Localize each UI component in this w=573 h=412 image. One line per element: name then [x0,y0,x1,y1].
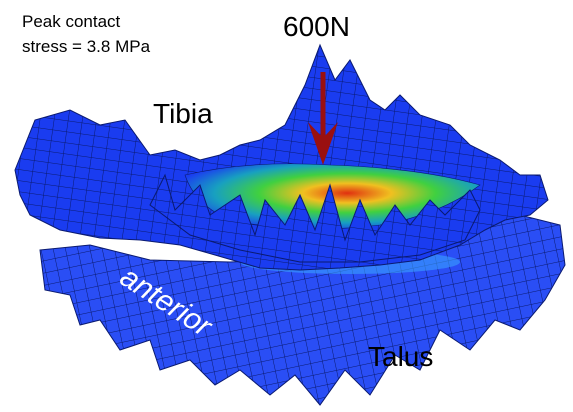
peak-stress-line-2: stress = 3.8 MPa [22,37,151,56]
fe-model: Peak contact stress = 3.8 MPa 600N Tibia… [0,0,573,412]
talus-label: Talus [368,341,433,372]
peak-stress-line-1: Peak contact [22,12,121,31]
tibia-label: Tibia [153,98,213,129]
figure: Peak contact stress = 3.8 MPa 600N Tibia… [0,0,573,412]
load-label: 600N [283,11,350,42]
